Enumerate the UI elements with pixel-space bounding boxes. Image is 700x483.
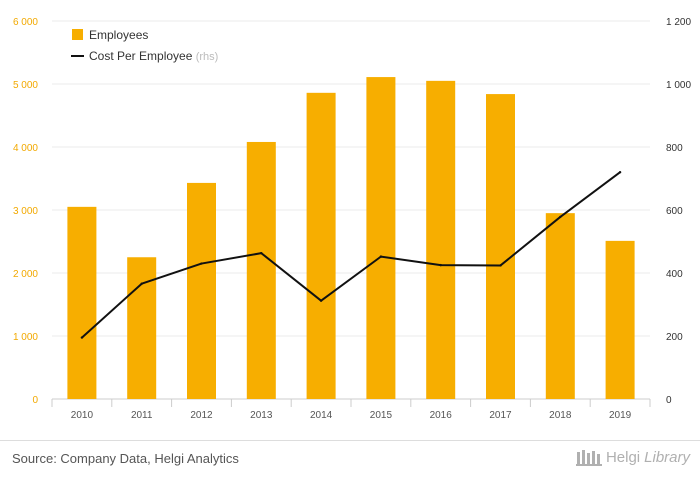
x-tick-label: 2018 [549, 410, 572, 421]
source-note: Source: Company Data, Helgi Analytics [12, 451, 239, 466]
y-left-tick-label: 5 000 [13, 80, 38, 91]
legend-label-cost: Cost Per Employee (rhs) [89, 49, 218, 63]
library-icon [575, 450, 602, 466]
brand-suffix: Library [644, 448, 690, 466]
y-left-tick-label: 4 000 [13, 143, 38, 154]
line-cost-per-employee [81, 171, 621, 339]
y-left-tick-label: 0 [32, 395, 38, 406]
y-left-tick-label: 6 000 [13, 17, 38, 28]
legend-rhs-note: (rhs) [196, 51, 219, 63]
bar-employees [366, 77, 396, 399]
bar-employees [605, 240, 635, 399]
legend-label-employees: Employees [89, 28, 148, 42]
legend: Employees Cost Per Employee (rhs) [71, 28, 218, 63]
line-layer [80, 171, 622, 339]
legend-series-name: Cost Per Employee [89, 49, 196, 63]
y-right-tick-label: 0 [666, 395, 672, 406]
y-right-tick-label: 1 200 [666, 17, 691, 28]
x-tick-label: 2017 [489, 410, 512, 421]
y-right-tick-label: 800 [666, 143, 683, 154]
bar-employees [426, 80, 456, 399]
point-cost-per-employee [319, 299, 323, 302]
point-cost-per-employee [559, 215, 562, 219]
bar-employees [306, 92, 336, 399]
y-right-tick-label: 200 [666, 332, 683, 343]
footer: Source: Company Data, Helgi Analytics He… [0, 440, 700, 483]
point-cost-per-employee [499, 264, 502, 267]
x-tick-label: 2019 [609, 410, 632, 421]
y-right-tick-label: 400 [666, 269, 683, 280]
bars [67, 77, 635, 399]
point-cost-per-employee [618, 171, 622, 174]
point-cost-per-employee [140, 282, 143, 285]
bar-employees [246, 141, 276, 399]
bar-employees [187, 182, 216, 399]
x-tick-label: 2015 [370, 410, 393, 421]
brand-name: Helgi [605, 448, 641, 466]
point-cost-per-employee [260, 251, 263, 255]
x-tick-label: 2013 [250, 410, 273, 421]
x-tick-label: 2012 [190, 410, 213, 421]
point-cost-per-employee [200, 262, 203, 265]
x-tick-label: 2010 [71, 410, 94, 421]
x-tick-label: 2016 [430, 410, 453, 421]
legend-swatch-employees [72, 29, 83, 40]
y-right-tick-label: 600 [666, 206, 683, 217]
x-tick-label: 2014 [310, 410, 333, 421]
bar-employees [67, 206, 97, 399]
bar-employees [545, 213, 575, 399]
y-left-tick-label: 3 000 [13, 206, 38, 217]
brand-logo[interactable]: Helgi Library [575, 448, 690, 466]
y-left-tick-label: 1 000 [13, 332, 38, 343]
bar-employees [486, 94, 515, 399]
point-cost-per-employee [439, 263, 442, 267]
point-cost-per-employee [379, 255, 383, 258]
y-left-tick-label: 2 000 [13, 269, 38, 280]
x-tick-label: 2011 [131, 410, 153, 421]
point-cost-per-employee [80, 336, 84, 339]
y-right-tick-label: 1 000 [666, 80, 691, 91]
bar-employees [127, 257, 157, 399]
footer-divider [0, 440, 700, 441]
axes: 0 1 000 2 000 3 000 4 000 5 000 6 000 0 200 400 60… [13, 17, 691, 421]
chart: 0 1 000 2 000 3 000 4 000 5 000 6 000 0 200 400 60… [13, 17, 691, 421]
